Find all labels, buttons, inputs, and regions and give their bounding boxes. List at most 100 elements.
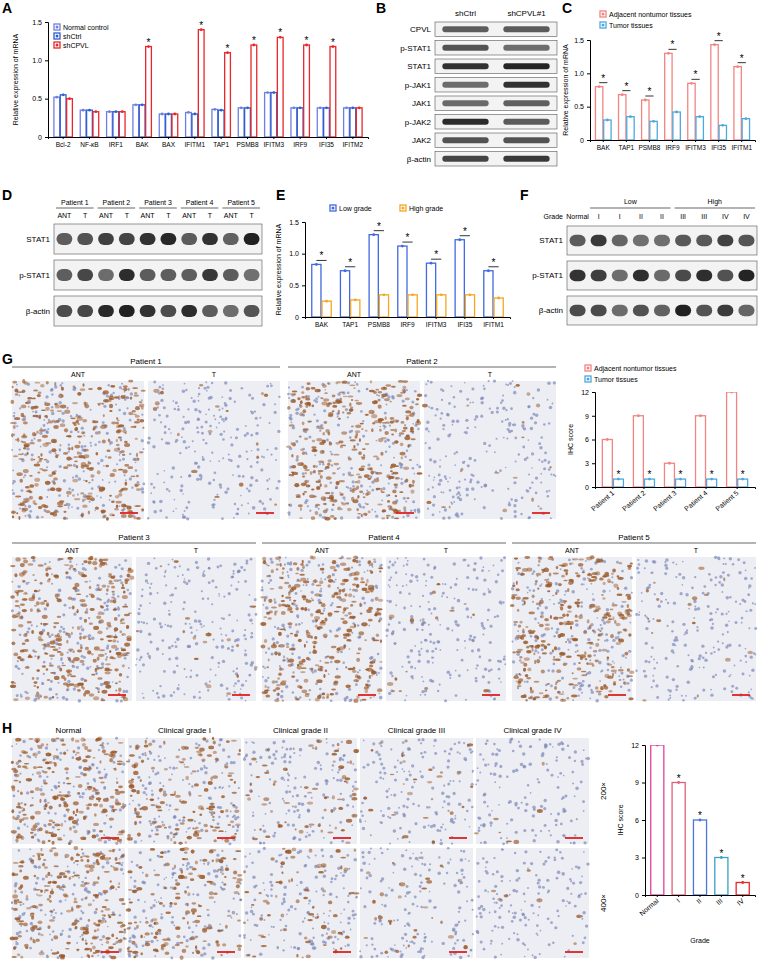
ihc-stain (44, 459, 48, 461)
ihc-stain (375, 389, 379, 391)
ihc-stain (373, 456, 378, 458)
ihc-stain (405, 410, 411, 413)
blot-band (223, 305, 239, 317)
ihc-stain (332, 472, 336, 475)
ihc-nucleus (174, 408, 176, 410)
ihc-stain (58, 394, 64, 398)
ihc-nucleus (455, 451, 458, 454)
ihc-stain (88, 493, 93, 495)
ihc-stain (407, 497, 410, 499)
lane-label: T (208, 212, 213, 219)
ihc-stain (391, 434, 394, 436)
ihc-nucleus (535, 414, 539, 418)
ihc-nucleus (224, 402, 227, 405)
ihc-stain (120, 395, 125, 399)
ihc-stain (350, 407, 353, 409)
ihc-nucleus (450, 385, 452, 387)
ihc-nucleus (127, 654, 129, 656)
ihc-nucleus (186, 517, 189, 520)
ihc-nucleus (13, 412, 15, 414)
ihc-nucleus (483, 442, 486, 445)
ihc-stain (40, 384, 45, 388)
ihc-stain (109, 495, 112, 497)
ihc-stain (394, 440, 399, 443)
ihc-stain (75, 420, 79, 424)
ihc-stain (307, 421, 312, 423)
ihc-stain (401, 456, 404, 459)
ihc-stain (403, 389, 406, 393)
ihc-stain (311, 516, 316, 520)
blot-band (612, 270, 628, 282)
ihc-stain (394, 484, 398, 486)
lane-label: IV (722, 213, 729, 220)
ihc-stain (394, 517, 399, 519)
ihc-nucleus (466, 494, 469, 497)
ihc-stain (327, 382, 330, 385)
ihc-stain (549, 466, 551, 468)
ihc-stain (27, 397, 32, 399)
lane-label: ANT (141, 212, 156, 219)
ihc-nucleus (98, 441, 101, 444)
ihc-stain (110, 473, 115, 477)
ihc-nucleus (227, 487, 230, 490)
ihc-stain (127, 466, 133, 469)
ihc-nucleus (71, 506, 73, 508)
ihc-stain (351, 449, 357, 451)
lane-label: II (639, 213, 643, 220)
ihc-stain (22, 507, 28, 511)
ihc-stain (378, 399, 381, 402)
ihc-stain (316, 438, 322, 441)
ihc-stain (256, 442, 259, 446)
ihc-nucleus (213, 415, 215, 417)
ihc-stain (135, 415, 140, 418)
ihc-nucleus (221, 517, 224, 520)
ihc-nucleus (433, 476, 435, 478)
ihc-nucleus (205, 442, 208, 445)
ihc-nucleus (362, 435, 365, 438)
ihc-nucleus (67, 503, 71, 507)
ihc-nucleus (440, 491, 442, 493)
ihc-nucleus (442, 390, 445, 393)
ihc-nucleus (255, 432, 258, 435)
ihc-nucleus (366, 388, 368, 390)
ihc-nucleus (247, 502, 249, 504)
ihc-nucleus (159, 509, 162, 512)
ihc-nucleus (39, 432, 42, 435)
ihc-nucleus (391, 516, 394, 519)
ihc-nucleus (179, 452, 181, 454)
ihc-stain (292, 442, 296, 446)
ihc-nucleus (120, 699, 123, 702)
ihc-nucleus (28, 582, 30, 584)
ihc-nucleus (521, 496, 524, 499)
ihc-nucleus (427, 508, 429, 510)
ihc-nucleus (254, 410, 256, 412)
ihc-stain (110, 385, 115, 388)
ihc-nucleus (483, 385, 485, 387)
ihc-nucleus (188, 446, 190, 448)
ihc-nucleus (357, 516, 360, 519)
ihc-stain (48, 474, 53, 477)
ihc-nucleus (414, 390, 417, 393)
ihc-stain (326, 476, 332, 480)
ihc-stain (521, 436, 524, 438)
blot-band (442, 45, 488, 51)
ihc-nucleus (287, 393, 290, 396)
ihc-nucleus (510, 407, 513, 410)
ihc-nucleus (223, 431, 225, 433)
ihc-stain (39, 458, 42, 462)
ihc-nucleus (58, 647, 60, 649)
ihc-stain (50, 410, 54, 412)
ihc-nucleus (515, 461, 517, 463)
ihc-nucleus (100, 459, 103, 462)
ihc-nucleus (16, 694, 19, 697)
ihc-stain (71, 446, 73, 450)
ihc-nucleus (464, 478, 466, 480)
ihc-nucleus (118, 409, 121, 412)
ihc-stain (72, 402, 78, 404)
ihc-nucleus (433, 495, 436, 498)
lane-label: T (125, 212, 130, 219)
ihc-nucleus (12, 470, 14, 472)
ihc-stain (341, 431, 347, 435)
ihc-stain (29, 484, 34, 488)
ihc-stain (74, 460, 78, 462)
